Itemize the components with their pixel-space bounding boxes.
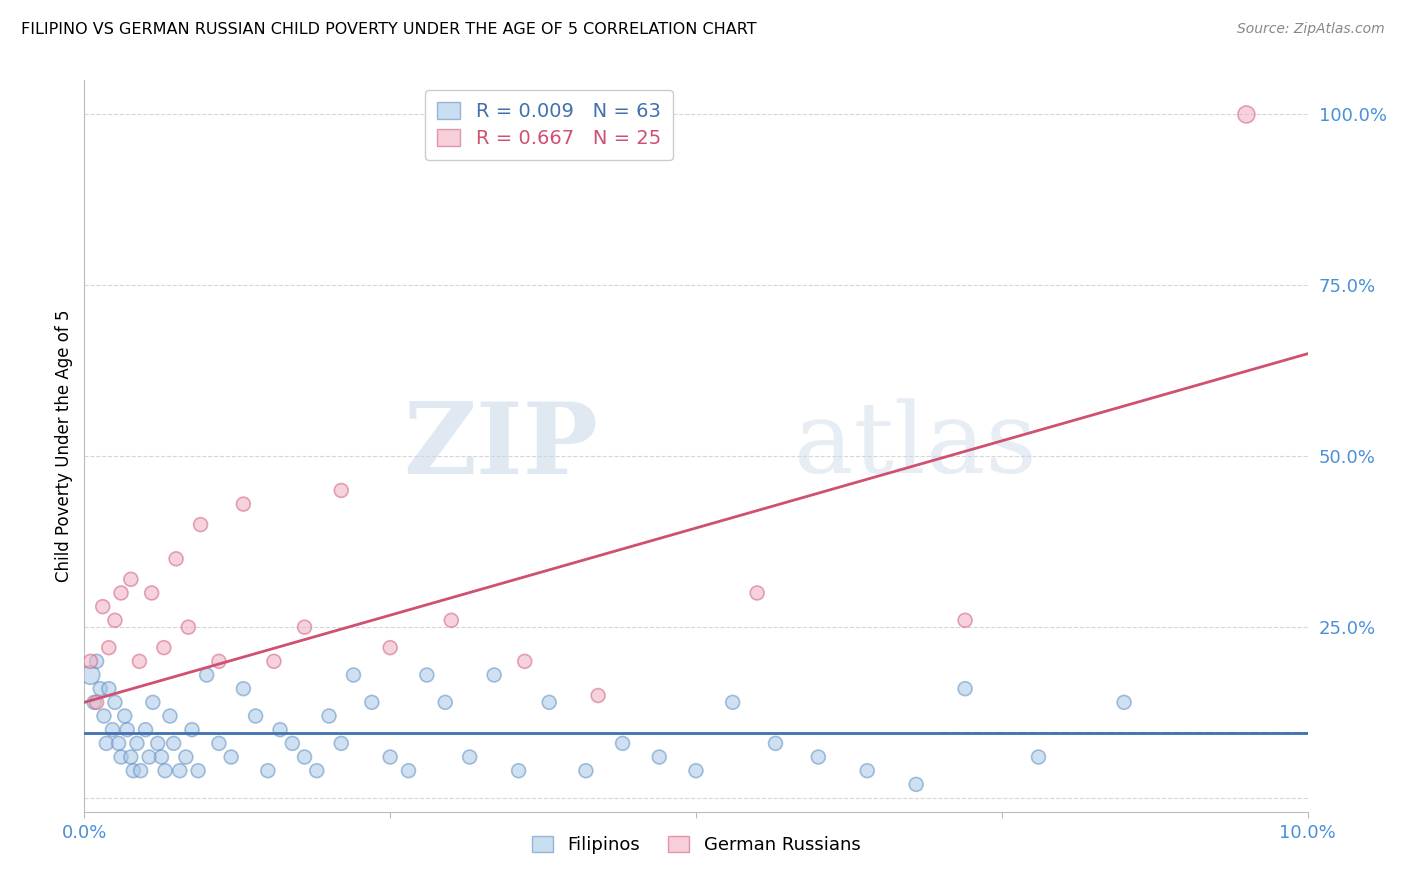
Point	[163, 736, 186, 750]
Text: FILIPINO VS GERMAN RUSSIAN CHILD POVERTY UNDER THE AGE OF 5 CORRELATION CHART: FILIPINO VS GERMAN RUSSIAN CHILD POVERTY…	[21, 22, 756, 37]
Point	[281, 736, 304, 750]
Point	[245, 709, 267, 723]
Point	[122, 764, 145, 778]
Point	[318, 709, 340, 723]
Point	[380, 750, 402, 764]
Point	[89, 681, 111, 696]
Point	[305, 764, 328, 778]
Point	[685, 764, 707, 778]
Text: ZIP: ZIP	[404, 398, 598, 494]
Text: Source: ZipAtlas.com: Source: ZipAtlas.com	[1237, 22, 1385, 37]
Point	[104, 695, 127, 709]
Point	[219, 750, 242, 764]
Point	[294, 620, 316, 634]
Point	[97, 640, 120, 655]
Point	[153, 640, 176, 655]
Point	[953, 681, 976, 696]
Point	[905, 777, 928, 791]
Point	[107, 736, 129, 750]
Point	[114, 709, 136, 723]
Point	[416, 668, 439, 682]
Point	[153, 764, 176, 778]
Point	[187, 764, 209, 778]
Point	[120, 572, 142, 586]
Point	[380, 640, 402, 655]
Point	[765, 736, 787, 750]
Point	[232, 497, 254, 511]
Point	[575, 764, 598, 778]
Point	[91, 599, 114, 614]
Point	[190, 517, 212, 532]
Point	[508, 764, 530, 778]
Point	[342, 668, 364, 682]
Point	[128, 654, 150, 668]
Point	[747, 586, 769, 600]
Point	[807, 750, 830, 764]
Point	[135, 723, 157, 737]
Point	[612, 736, 634, 750]
Point	[146, 736, 169, 750]
Point	[110, 586, 132, 600]
Point	[208, 736, 231, 750]
Point	[169, 764, 191, 778]
Y-axis label: Child Poverty Under the Age of 5: Child Poverty Under the Age of 5	[55, 310, 73, 582]
Point	[1028, 750, 1050, 764]
Point	[586, 689, 609, 703]
Point	[398, 764, 420, 778]
Point	[115, 723, 138, 737]
Point	[165, 551, 187, 566]
Point	[1236, 107, 1258, 121]
Point	[142, 695, 165, 709]
Point	[208, 654, 231, 668]
Point	[458, 750, 481, 764]
Point	[138, 750, 160, 764]
Point	[174, 750, 197, 764]
Point	[360, 695, 382, 709]
Point	[104, 613, 127, 627]
Point	[83, 695, 105, 709]
Point	[330, 483, 353, 498]
Point	[953, 613, 976, 627]
Point	[110, 750, 132, 764]
Point	[97, 681, 120, 696]
Point	[482, 668, 505, 682]
Point	[538, 695, 561, 709]
Text: atlas: atlas	[794, 398, 1036, 494]
Point	[141, 586, 163, 600]
Point	[129, 764, 152, 778]
Point	[181, 723, 204, 737]
Point	[648, 750, 671, 764]
Point	[120, 750, 142, 764]
Point	[125, 736, 148, 750]
Point	[232, 681, 254, 696]
Point	[513, 654, 536, 668]
Point	[195, 668, 218, 682]
Point	[93, 709, 115, 723]
Point	[177, 620, 200, 634]
Point	[79, 654, 101, 668]
Point	[86, 654, 108, 668]
Point	[434, 695, 457, 709]
Point	[856, 764, 879, 778]
Point	[96, 736, 118, 750]
Legend: Filipinos, German Russians: Filipinos, German Russians	[524, 829, 868, 861]
Point	[440, 613, 463, 627]
Point	[101, 723, 124, 737]
Point	[257, 764, 280, 778]
Point	[269, 723, 291, 737]
Point	[263, 654, 285, 668]
Point	[721, 695, 744, 709]
Point	[1114, 695, 1136, 709]
Point	[86, 695, 108, 709]
Point	[330, 736, 353, 750]
Point	[79, 668, 101, 682]
Point	[294, 750, 316, 764]
Point	[150, 750, 173, 764]
Point	[159, 709, 181, 723]
